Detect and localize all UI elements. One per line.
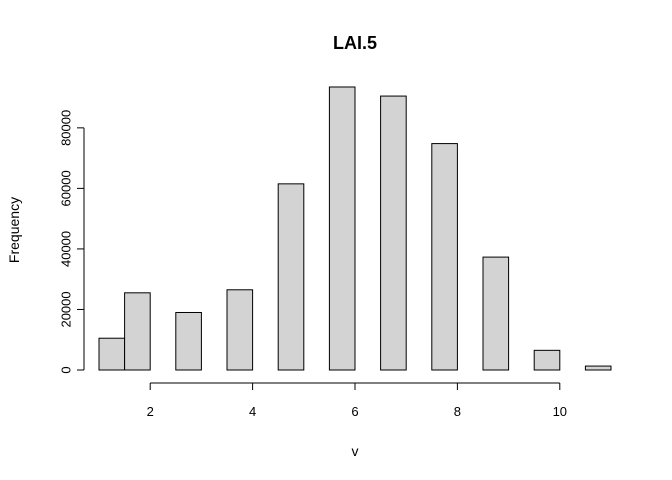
histogram-bar-10: [533, 349, 561, 371]
y-axis: 0 20000 40000 60000 80000: [58, 110, 85, 374]
x-axis-label: v: [352, 443, 359, 459]
histogram-bar-9: [482, 256, 510, 371]
histogram-bar-6: [328, 86, 356, 371]
y-tick-label-20000: 20000: [58, 291, 73, 327]
x-tick-label-4: 4: [249, 404, 256, 419]
histogram-bar-11: [584, 365, 612, 371]
bars-group: [98, 86, 612, 371]
x-tick-label-2: 2: [147, 404, 154, 419]
y-tick-label-40000: 40000: [58, 231, 73, 267]
histogram-bar-4: [226, 289, 254, 371]
histogram-bar-3: [175, 311, 202, 371]
x-tick-label-8: 8: [454, 404, 461, 419]
y-tick-label-80000: 80000: [58, 110, 73, 146]
chart-title: LAI.5: [333, 33, 377, 53]
y-tick-label-60000: 60000: [58, 170, 73, 206]
histogram-bar-5: [277, 183, 305, 371]
histogram-bar-1: [98, 337, 126, 371]
histogram-bar-8: [431, 143, 458, 371]
y-axis-label: Frequency: [6, 197, 22, 263]
y-tick-label-0: 0: [58, 366, 73, 373]
x-tick-label-10: 10: [553, 404, 567, 419]
histogram-bar-2: [124, 292, 151, 371]
histogram-bar-7: [380, 95, 407, 371]
x-tick-label-6: 6: [351, 404, 358, 419]
x-axis: 2 4 6 8 10: [147, 382, 567, 419]
